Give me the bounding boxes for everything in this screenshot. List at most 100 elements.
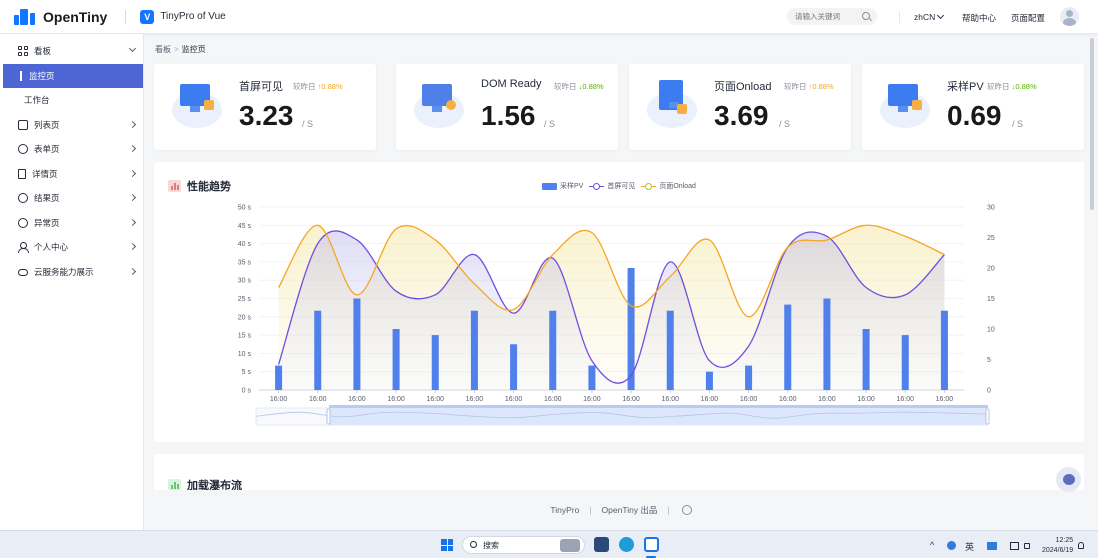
tray-display-icon[interactable] <box>1010 542 1019 550</box>
y-left-tick-label: 15 s <box>238 333 252 340</box>
trend-down-badge: ↓0.88% <box>1011 82 1037 91</box>
y-left-tick-label: 10 s <box>238 351 252 358</box>
sidebar-item-label: 工作台 <box>24 95 50 106</box>
sidebar-item-label: 看板 <box>34 46 52 57</box>
breadcrumb-root[interactable]: 看板 <box>155 45 171 54</box>
monitor-illustration-icon <box>172 80 222 128</box>
sidebar-item-cloud[interactable]: 云服务能力展示 <box>0 260 143 285</box>
page-config-link[interactable]: 页面配置 <box>1011 13 1046 23</box>
y-left-tick-label: 5 s <box>242 369 252 376</box>
legend-label: 首屏可见 <box>607 183 636 190</box>
help-center-link[interactable]: 帮助中心 <box>962 13 997 23</box>
chart-bar-icon <box>168 180 181 192</box>
stat-card-onload: 页面Onload 较昨日 ↑0.88% 3.69 / S <box>629 64 851 150</box>
x-tick-label: 16:00 <box>818 396 836 403</box>
user-icon <box>18 242 29 254</box>
stat-compare: 较昨日 ↓0.88% <box>987 82 1037 91</box>
x-tick-label: 16:00 <box>466 396 484 403</box>
legend-item[interactable]: 首屏可见 <box>589 181 635 191</box>
bar <box>510 344 518 390</box>
sidebar-item-label: 详情页 <box>32 168 58 179</box>
onload-illustration-icon <box>647 80 697 128</box>
github-icon[interactable] <box>681 505 692 515</box>
stat-unit: / S <box>302 119 314 129</box>
zoom-selection <box>329 408 988 425</box>
taskbar: 搜索 ^ 英 12:25 2024/6/19 <box>0 530 1098 558</box>
tray-chevron-up-icon[interactable]: ^ <box>930 540 935 550</box>
footer-credit[interactable]: OpenTiny 出品 <box>601 505 658 515</box>
avatar[interactable] <box>1060 7 1079 26</box>
x-tick-label: 16:00 <box>857 396 875 403</box>
file-explorer-icon[interactable] <box>594 537 609 552</box>
x-tick-label: 16:00 <box>936 396 954 403</box>
taskbar-search[interactable]: 搜索 <box>462 536 585 554</box>
stat-label: 首屏可见 <box>239 81 283 93</box>
sidebar-item-monitor[interactable]: 监控页 <box>3 63 143 88</box>
logo-text: OpenTiny <box>43 8 108 25</box>
footer-brand[interactable]: TinyPro <box>550 505 580 515</box>
sidebar-item-list[interactable]: 列表页 <box>0 113 143 138</box>
sidebar-item-dashboard[interactable]: 看板 <box>0 39 143 64</box>
sidebar-item-result[interactable]: 结果页 <box>0 186 143 211</box>
system-clock[interactable]: 12:25 2024/6/19 <box>1042 536 1073 556</box>
tray-volume-icon[interactable] <box>1024 543 1030 549</box>
tray-network-icon[interactable] <box>987 542 997 550</box>
chart-legend: 采样PV 首屏可见 页面Onload <box>542 181 702 191</box>
sidebar-item-exception[interactable]: 异常页 <box>0 211 143 236</box>
windows-start-icon[interactable] <box>441 539 453 551</box>
tray-app-icon[interactable] <box>947 541 956 550</box>
y-left-tick-label: 40 s <box>238 241 252 248</box>
y-left-tick-label: 20 s <box>238 314 252 321</box>
bar <box>745 365 753 390</box>
active-app-indicator <box>646 556 656 558</box>
taskbar-search-label: 搜索 <box>483 540 499 550</box>
y-right-tick-label: 20 <box>987 266 995 273</box>
edge-browser-icon[interactable] <box>619 537 634 552</box>
y-left-tick-label: 25 s <box>238 296 252 303</box>
exception-icon <box>18 217 28 228</box>
breadcrumb: 看板 > 监控页 <box>155 44 206 55</box>
legend-item[interactable]: 采样PV <box>542 181 583 191</box>
scrollbar[interactable] <box>1090 38 1094 210</box>
y-right-tick-label: 30 <box>987 205 995 212</box>
sidebar-item-label: 监控页 <box>29 70 55 81</box>
sidebar-item-workbench[interactable]: 工作台 <box>0 88 143 113</box>
sidebar-item-label: 结果页 <box>34 193 60 204</box>
list-icon <box>18 119 28 130</box>
chevron-right-icon <box>128 144 137 153</box>
bar <box>392 329 400 390</box>
chevron-right-icon <box>128 169 137 177</box>
sidebar-item-user-center[interactable]: 个人中心 <box>0 235 143 260</box>
trend-up-badge: ↑0.88% <box>317 82 343 91</box>
x-tick-label: 16:00 <box>622 396 640 403</box>
ie-browser-icon[interactable] <box>644 537 659 552</box>
bar <box>275 365 283 390</box>
stat-compare: 较昨日 ↑0.88% <box>293 82 343 91</box>
stat-unit: / S <box>544 119 556 129</box>
ime-indicator[interactable]: 英 <box>965 542 975 552</box>
notification-bell-icon[interactable] <box>1078 542 1084 549</box>
search-input[interactable] <box>795 12 859 21</box>
breadcrumb-separator: > <box>174 45 179 54</box>
y-left-tick-label: 30 s <box>238 278 252 285</box>
x-tick-label: 16:00 <box>544 396 562 403</box>
search-box[interactable] <box>787 8 877 25</box>
footer: TinyPro | OpenTiny 出品 | <box>144 490 1098 530</box>
search-icon[interactable] <box>862 12 870 20</box>
legend-item[interactable]: 页面Onload <box>641 181 696 191</box>
sidebar-item-detail[interactable]: 详情页 <box>0 162 143 187</box>
legend-label: 采样PV <box>560 183 584 190</box>
language-selector[interactable]: zhCN <box>914 12 943 22</box>
bar <box>627 268 635 390</box>
logo[interactable]: OpenTiny <box>14 8 108 25</box>
performance-chart[interactable]: 0 s5 s10 s15 s20 s25 s30 s35 s40 s45 s50… <box>154 162 1084 442</box>
bar <box>901 335 909 390</box>
stat-label: 页面Onload <box>714 81 772 93</box>
zoom-selection-bar <box>329 405 988 408</box>
bar <box>784 304 792 390</box>
y-left-tick-label: 35 s <box>238 259 252 266</box>
result-icon <box>18 193 28 204</box>
y-right-tick-label: 0 <box>987 388 991 395</box>
theme-palette-button[interactable] <box>1056 467 1081 492</box>
sidebar-item-form[interactable]: 表单页 <box>0 137 143 162</box>
